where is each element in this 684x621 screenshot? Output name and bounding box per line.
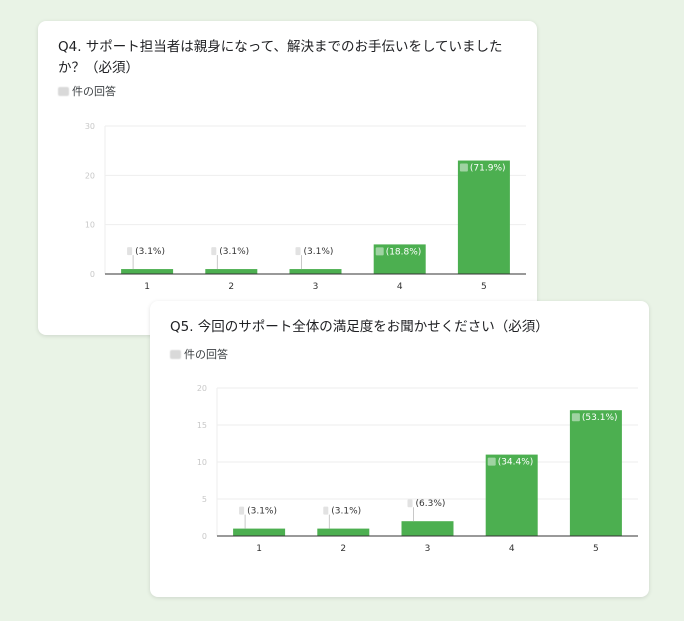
y-tick-label: 0 (90, 270, 95, 279)
bar (289, 269, 342, 274)
y-tick-label: 10 (197, 458, 207, 467)
y-tick-label: 15 (197, 421, 207, 430)
data-label: (3.1%) (135, 247, 165, 257)
y-tick-label: 20 (85, 171, 95, 180)
data-label: (53.1%) (582, 413, 618, 423)
data-label: (3.1%) (219, 247, 249, 257)
y-tick-label: 30 (85, 122, 95, 131)
bar (233, 528, 286, 536)
response-count: 件の回答 (170, 346, 228, 362)
y-tick-label: 0 (202, 532, 207, 541)
data-label-redacted (459, 163, 468, 172)
data-label-redacted (487, 457, 496, 466)
x-tick-label: 5 (481, 282, 487, 292)
data-label-redacted (239, 506, 245, 515)
y-tick-label: 20 (197, 384, 207, 393)
bar (457, 160, 510, 274)
question-title: Q4. サポート担当者は親身になって、解決までのお手伝いをしていましたか？（必須… (58, 39, 503, 76)
question-card-q4: Q4. サポート担当者は親身になって、解決までのお手伝いをしていましたか？（必須… (38, 21, 537, 335)
bar (205, 269, 258, 274)
data-label: (34.4%) (498, 458, 534, 468)
data-label-redacted (571, 413, 580, 422)
question-card-q5: Q5. 今回のサポート全体の満足度をお聞かせください（必須） 件の回答 0 5 10… (150, 301, 649, 597)
data-label-redacted (295, 247, 301, 256)
bar (485, 454, 538, 536)
data-label-redacted (375, 247, 384, 256)
x-tick-label: 4 (509, 544, 515, 554)
response-count-redacted (170, 349, 181, 359)
bar-chart-q5: 0 5 10 15 20 (3.1%) 1 (3.1%) 2 (6.3%) 3 (34.4%) 4 (53… (197, 384, 638, 554)
data-label: (18.8%) (386, 247, 422, 257)
data-label: (71.9%) (470, 164, 506, 174)
y-tick-label: 5 (202, 495, 207, 504)
x-tick-label: 2 (228, 282, 234, 292)
data-label-redacted (407, 499, 413, 508)
x-tick-label: 1 (144, 282, 150, 292)
bar (401, 521, 454, 536)
bar (121, 269, 174, 274)
x-tick-label: 1 (256, 544, 262, 554)
y-tick-label: 10 (85, 221, 95, 230)
x-tick-label: 4 (397, 282, 403, 292)
x-tick-label: 5 (593, 544, 599, 554)
x-tick-label: 3 (425, 544, 431, 554)
data-label-redacted (323, 506, 329, 515)
bar-chart-q4: 0 10 20 30 (3.1%) 1 (3.1%) 2 (3.1%) 3 (18.8%) 4 (71.… (85, 122, 526, 292)
data-label: (3.1%) (304, 247, 334, 257)
response-count: 件の回答 (58, 83, 116, 99)
data-label: (3.1%) (331, 507, 361, 517)
data-label-redacted (211, 247, 217, 256)
response-count-label: 件の回答 (72, 85, 116, 98)
bar (569, 410, 622, 536)
response-count-redacted (58, 86, 69, 96)
data-label: (6.3%) (416, 499, 446, 509)
bar (317, 528, 370, 536)
x-tick-label: 2 (340, 544, 346, 554)
x-tick-label: 3 (313, 282, 319, 292)
data-label: (3.1%) (247, 507, 277, 517)
response-count-label: 件の回答 (184, 348, 228, 361)
question-title: Q5. 今回のサポート全体の満足度をお聞かせください（必須） (170, 319, 549, 335)
data-label-redacted (127, 247, 133, 256)
